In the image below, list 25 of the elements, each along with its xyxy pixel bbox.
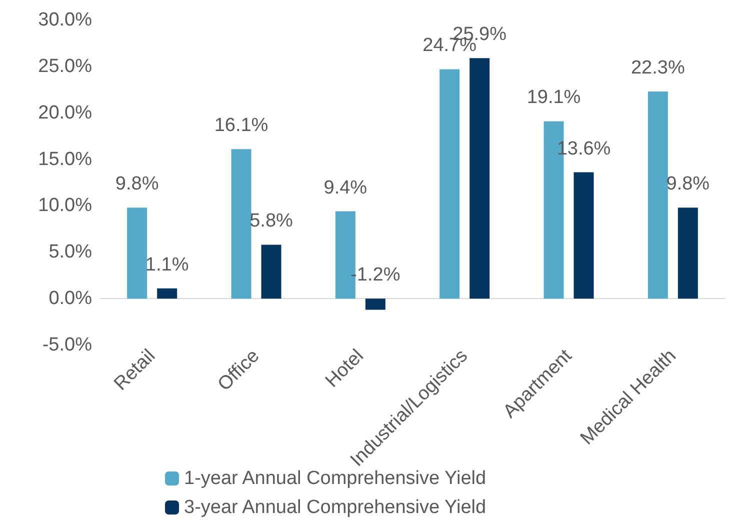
y-tick-label: 20.0%: [38, 102, 92, 124]
legend-label: 3-year Annual Comprehensive Yield: [184, 497, 486, 518]
data-label: 22.3%: [630, 58, 685, 78]
y-tick-label: 5.0%: [48, 242, 92, 263]
legend-label: 1-year Annual Comprehensive Yield: [184, 468, 486, 489]
data-label: 9.8%: [115, 174, 159, 195]
bar: [648, 92, 668, 299]
bar: [574, 172, 594, 299]
bar: [127, 208, 148, 299]
bar: [470, 58, 490, 299]
data-label: 9.4%: [324, 177, 368, 198]
bar: [157, 288, 178, 299]
y-tick-label: -5.0%: [42, 334, 92, 356]
y-tick-label: 0.0%: [48, 288, 92, 310]
y-tick-label: 15.0%: [38, 148, 92, 170]
bar: [440, 69, 460, 299]
bar: [231, 149, 252, 299]
bar: [678, 208, 698, 299]
y-tick-label: 10.0%: [38, 195, 92, 216]
data-label: 19.1%: [526, 87, 581, 108]
bar: [365, 298, 386, 310]
data-label: 16.1%: [214, 115, 268, 136]
y-tick-label: 30.0%: [38, 10, 92, 30]
bar: [261, 244, 282, 299]
y-tick-label: 25.0%: [38, 56, 92, 77]
